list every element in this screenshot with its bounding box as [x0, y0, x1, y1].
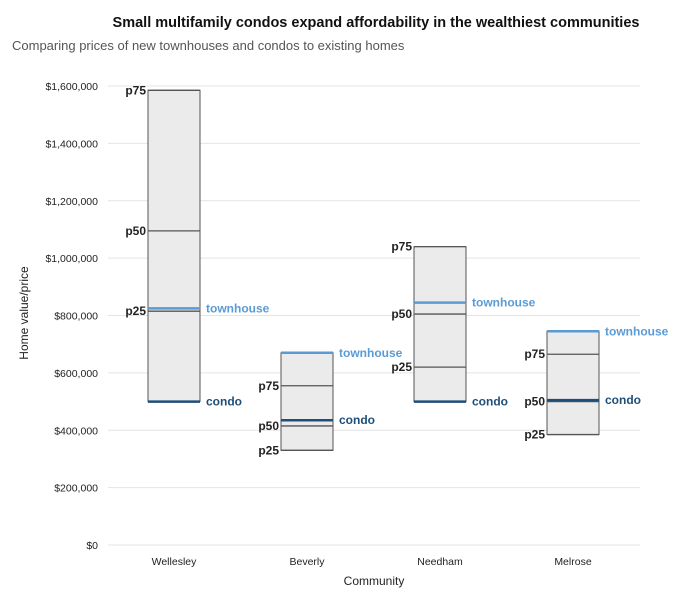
condo-label: condo	[605, 393, 641, 407]
p25-label: p25	[258, 443, 279, 457]
x-tick-label: Needham	[417, 556, 463, 568]
x-tick-label: Wellesley	[152, 556, 197, 568]
x-axis-label: Community	[344, 574, 405, 588]
y-tick-label: $0	[86, 540, 98, 552]
p25-label: p25	[524, 428, 545, 442]
range-box	[413, 246, 467, 403]
p75-label: p75	[125, 83, 146, 97]
community-needham: p25 p50 p75 townhouse condo	[391, 240, 535, 409]
range-box	[546, 330, 600, 436]
y-tick-label: $400,000	[54, 425, 98, 437]
chart-title: Small multifamily condos expand affordab…	[113, 15, 640, 31]
p25-label: p25	[125, 304, 146, 318]
condo-label: condo	[206, 395, 242, 409]
y-tick-label: $600,000	[54, 368, 98, 380]
chart-subtitle: Comparing prices of new townhouses and c…	[12, 38, 405, 53]
range-box	[280, 352, 334, 451]
y-tick-label: $1,000,000	[45, 253, 98, 265]
x-tick-label: Melrose	[554, 556, 592, 568]
community-melrose: p25 p50 p75 townhouse condo	[524, 324, 668, 441]
plot-area: p25 p50 p75 townhouse condo p25 p50 p75 townhous…	[125, 83, 668, 457]
community-beverly: p25 p50 p75 townhouse condo	[258, 346, 402, 458]
range-box	[147, 89, 201, 403]
townhouse-label: townhouse	[605, 324, 669, 338]
p75-label: p75	[524, 347, 545, 361]
p75-label: p75	[258, 379, 279, 393]
y-tick-label: $1,600,000	[45, 81, 98, 93]
p50-label: p50	[391, 307, 412, 321]
y-tick-label: $1,200,000	[45, 196, 98, 208]
p50-label: p50	[524, 395, 545, 409]
condo-label: condo	[339, 413, 375, 427]
townhouse-label: townhouse	[206, 301, 270, 315]
y-tick-label: $1,400,000	[45, 138, 98, 150]
p25-label: p25	[391, 360, 412, 374]
y-tick-label: $200,000	[54, 483, 98, 495]
p50-label: p50	[258, 419, 279, 433]
condo-label: condo	[472, 395, 508, 409]
x-tick-label: Beverly	[289, 556, 325, 568]
y-tick-label: $800,000	[54, 311, 98, 323]
x-axis-ticks: Wellesley Beverly Needham Melrose	[152, 556, 592, 568]
y-axis-ticks: $0 $200,000 $400,000 $600,000 $800,000 $1,000…	[45, 81, 98, 552]
townhouse-label: townhouse	[339, 346, 403, 360]
p50-label: p50	[125, 224, 146, 238]
townhouse-label: townhouse	[472, 296, 536, 310]
p75-label: p75	[391, 240, 412, 254]
y-axis-label: Home value/price	[17, 266, 31, 360]
community-wellesley: p25 p50 p75 townhouse condo	[125, 83, 269, 408]
